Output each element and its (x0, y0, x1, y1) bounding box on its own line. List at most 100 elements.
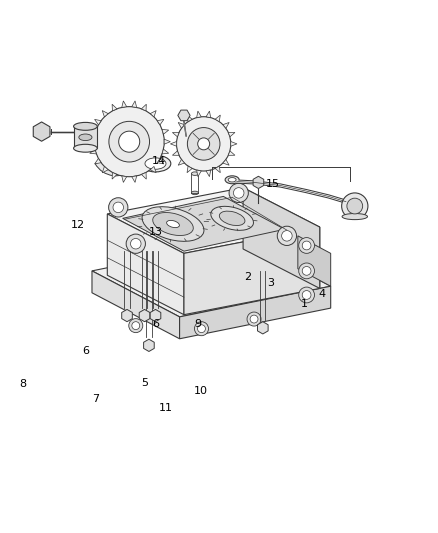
Polygon shape (141, 104, 146, 111)
Polygon shape (178, 123, 184, 128)
Polygon shape (197, 111, 201, 118)
Polygon shape (90, 130, 96, 134)
Polygon shape (95, 119, 101, 125)
Polygon shape (206, 170, 211, 176)
Polygon shape (223, 159, 229, 165)
Ellipse shape (191, 172, 198, 175)
Ellipse shape (145, 158, 166, 169)
Ellipse shape (74, 144, 97, 152)
Polygon shape (178, 110, 190, 120)
Circle shape (347, 198, 363, 214)
Polygon shape (122, 310, 132, 322)
Polygon shape (102, 110, 108, 117)
Polygon shape (92, 271, 180, 339)
Circle shape (282, 231, 292, 241)
Text: 15: 15 (265, 179, 279, 189)
Text: 7: 7 (92, 394, 99, 404)
Polygon shape (298, 236, 331, 286)
Polygon shape (132, 101, 137, 108)
Polygon shape (107, 214, 184, 314)
Polygon shape (122, 176, 127, 182)
Ellipse shape (142, 207, 204, 241)
Text: 8: 8 (19, 379, 26, 389)
Ellipse shape (228, 177, 236, 182)
Polygon shape (215, 166, 220, 173)
Circle shape (299, 287, 314, 303)
Polygon shape (157, 119, 164, 125)
Circle shape (126, 234, 145, 253)
Ellipse shape (191, 191, 198, 195)
Circle shape (247, 312, 261, 326)
Ellipse shape (79, 134, 92, 141)
Polygon shape (112, 172, 117, 179)
Text: 2: 2 (244, 272, 251, 282)
Text: 4: 4 (318, 289, 325, 298)
Polygon shape (122, 101, 127, 108)
Polygon shape (150, 166, 156, 173)
Polygon shape (173, 151, 179, 155)
Ellipse shape (211, 206, 254, 230)
Polygon shape (178, 159, 184, 165)
Polygon shape (228, 151, 235, 155)
Circle shape (177, 117, 231, 171)
Polygon shape (187, 115, 192, 122)
Circle shape (132, 322, 140, 329)
Ellipse shape (74, 123, 97, 130)
Polygon shape (173, 132, 179, 137)
Text: 6: 6 (82, 345, 89, 356)
Circle shape (277, 226, 297, 246)
Polygon shape (180, 286, 331, 339)
Ellipse shape (140, 155, 171, 172)
Polygon shape (231, 141, 237, 146)
Text: 11: 11 (159, 402, 173, 413)
Polygon shape (112, 104, 117, 111)
Polygon shape (164, 139, 170, 144)
Polygon shape (150, 110, 156, 117)
Ellipse shape (153, 213, 193, 236)
Circle shape (198, 325, 205, 333)
Text: 14: 14 (152, 156, 166, 166)
Polygon shape (253, 176, 264, 189)
Text: 10: 10 (194, 386, 208, 397)
Polygon shape (206, 111, 211, 118)
Circle shape (233, 188, 244, 198)
Polygon shape (162, 149, 169, 154)
Polygon shape (150, 310, 161, 322)
Polygon shape (74, 126, 97, 148)
Text: 13: 13 (148, 228, 162, 237)
Circle shape (299, 238, 314, 253)
Circle shape (94, 107, 164, 177)
Polygon shape (258, 322, 268, 334)
Polygon shape (144, 339, 154, 351)
Polygon shape (132, 176, 137, 182)
Polygon shape (107, 188, 320, 253)
Ellipse shape (225, 176, 239, 184)
Circle shape (302, 266, 311, 275)
Polygon shape (223, 123, 229, 128)
Circle shape (250, 315, 258, 323)
Polygon shape (215, 115, 220, 122)
Polygon shape (170, 141, 177, 146)
Circle shape (229, 183, 248, 203)
Circle shape (109, 198, 128, 217)
Polygon shape (184, 227, 320, 314)
Ellipse shape (342, 214, 367, 220)
Polygon shape (33, 122, 50, 141)
Text: 9: 9 (194, 319, 201, 329)
Circle shape (113, 202, 124, 213)
Circle shape (299, 263, 314, 279)
Circle shape (194, 322, 208, 336)
Text: 5: 5 (141, 377, 148, 387)
Polygon shape (228, 132, 235, 137)
Polygon shape (95, 158, 101, 164)
Circle shape (131, 238, 141, 249)
Polygon shape (102, 166, 108, 173)
Circle shape (187, 127, 220, 160)
Polygon shape (243, 188, 320, 288)
Polygon shape (88, 139, 94, 144)
Polygon shape (123, 197, 285, 251)
Text: 1: 1 (301, 298, 308, 309)
Polygon shape (197, 170, 201, 176)
Text: 12: 12 (71, 220, 85, 230)
Polygon shape (92, 240, 331, 317)
